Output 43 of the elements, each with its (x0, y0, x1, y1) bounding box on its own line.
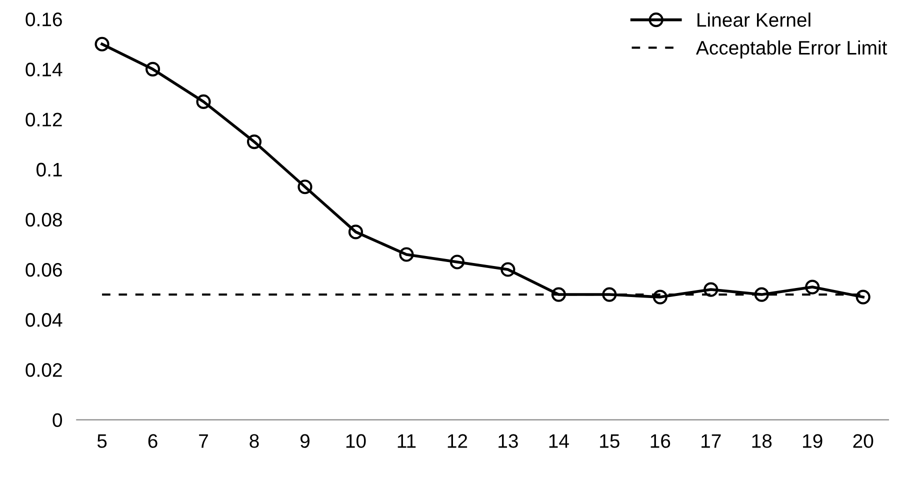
x-tick-label: 18 (752, 434, 772, 448)
x-tick-label: 14 (549, 434, 569, 448)
x-tick-label: 10 (346, 434, 366, 448)
point (246, 134, 262, 150)
x-tick-label: 17 (702, 434, 721, 448)
x-tick-label: 15 (600, 434, 620, 448)
point (805, 280, 820, 294)
x-tick-label: 7 (199, 434, 208, 448)
x-tick-label: 11 (398, 434, 416, 448)
y-tick-label: 0.08 (26, 212, 62, 227)
legend-label: Linear Kernel (698, 12, 810, 27)
point (602, 287, 617, 302)
point (94, 36, 110, 52)
point (500, 262, 516, 277)
y-tick-label: 0.12 (26, 112, 62, 126)
x-tick-label: 20 (853, 434, 874, 448)
point (399, 247, 414, 262)
legend-label: Acceptable Error Limit (696, 40, 888, 59)
point (196, 94, 211, 110)
y-tick-label: 0.02 (26, 363, 62, 377)
point (145, 62, 160, 76)
x-tick-label: 6 (148, 434, 158, 448)
y-tick-label: 0 (52, 413, 62, 427)
y-tick-label: 0.16 (26, 12, 62, 26)
point (450, 254, 464, 270)
x-tick-label: 8 (250, 434, 259, 448)
point (348, 224, 364, 240)
point (298, 180, 312, 194)
point (704, 282, 718, 297)
x-tick-label: 5 (97, 434, 107, 448)
x-tick-label: 9 (300, 434, 310, 448)
point (551, 287, 566, 302)
point (754, 287, 769, 302)
y-tick-label: 0.14 (26, 62, 62, 76)
y-tick-label: 0.06 (26, 262, 62, 277)
y-tick-label: 0.04 (26, 313, 62, 327)
x-tick-label: 12 (448, 434, 468, 448)
point (856, 290, 870, 304)
x-tick-label: 13 (498, 434, 518, 448)
point (652, 290, 668, 304)
x-tick-label: 19 (803, 434, 822, 448)
x-tick-label: 16 (650, 434, 670, 448)
y-tick-label: 0.1 (36, 162, 62, 177)
